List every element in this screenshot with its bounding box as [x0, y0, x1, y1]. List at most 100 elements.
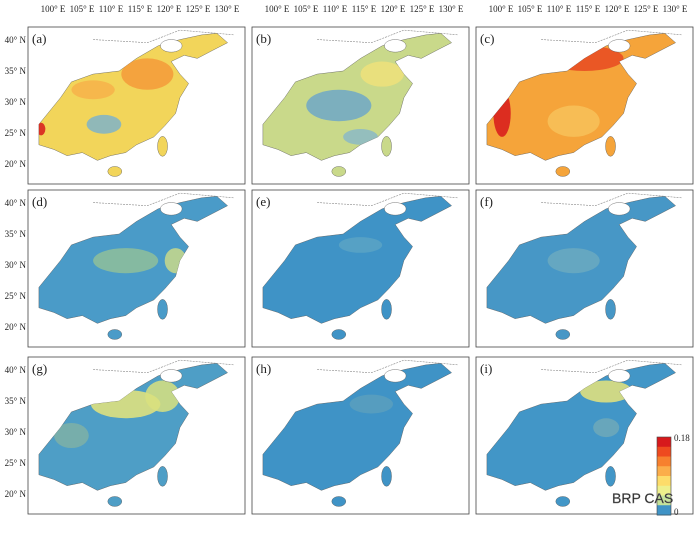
legend-swatch [657, 485, 671, 496]
panel-label: (i) [480, 361, 492, 376]
lon-label: 130° E [439, 4, 464, 14]
panel-label: (f) [480, 194, 493, 209]
island [157, 299, 168, 320]
patches [580, 380, 633, 438]
patches [93, 248, 187, 274]
patch [580, 380, 633, 403]
panel-label: (a) [32, 31, 46, 46]
lon-label: 100° E [41, 4, 66, 14]
sea [608, 202, 631, 216]
border [93, 29, 235, 44]
lat-label: 30° N [5, 260, 27, 270]
patch [38, 122, 46, 136]
legend-swatch [657, 505, 671, 516]
sea [384, 39, 407, 53]
legend-swatch [657, 456, 671, 467]
sea [608, 39, 631, 53]
lon-label: 100° E [265, 4, 290, 14]
island [605, 466, 616, 487]
island [381, 299, 392, 320]
patches [349, 394, 394, 414]
legend-swatch [657, 446, 671, 457]
lon-label: 115° E [352, 4, 377, 14]
lon-label: 110° E [547, 4, 572, 14]
sea [608, 369, 631, 383]
lat-label: 25° N [5, 291, 27, 301]
lat-label: 25° N [5, 458, 27, 468]
lat-label: 20° N [5, 322, 27, 332]
lon-label: 130° E [663, 4, 688, 14]
patch [593, 418, 620, 438]
legend-max: 0.18 [674, 433, 690, 443]
patches [547, 248, 600, 274]
island [605, 136, 616, 157]
lon-label: 105° E [518, 4, 543, 14]
patch [71, 80, 115, 100]
border [541, 359, 683, 374]
patch [54, 422, 89, 449]
island [605, 299, 616, 320]
panel-label: (e) [256, 194, 270, 209]
sea [384, 369, 407, 383]
legend-swatch [657, 466, 671, 477]
border [93, 192, 235, 207]
sea [160, 202, 183, 216]
island [331, 166, 346, 177]
patches [338, 237, 383, 253]
patch [145, 380, 180, 412]
patches [54, 380, 180, 449]
lon-label: 105° E [70, 4, 95, 14]
lon-label: 120° E [381, 4, 406, 14]
region [486, 33, 676, 161]
island [555, 166, 570, 177]
patch [349, 394, 394, 414]
patch [547, 105, 600, 137]
lat-label: 40° N [5, 198, 27, 208]
patch [121, 58, 174, 90]
legend-swatch [657, 476, 671, 487]
region [38, 33, 228, 161]
lat-label: 35° N [5, 229, 27, 239]
lon-label: 100° E [489, 4, 514, 14]
lon-label: 105° E [294, 4, 319, 14]
island [331, 329, 346, 340]
region [486, 363, 676, 491]
lon-label: 125° E [634, 4, 659, 14]
lat-label: 40° N [5, 365, 27, 375]
lon-label: 130° E [215, 4, 240, 14]
lon-label: 120° E [605, 4, 630, 14]
legend-swatch [657, 495, 671, 506]
panel-label: (b) [256, 31, 271, 46]
patch [306, 89, 372, 122]
patch [360, 61, 404, 87]
island [555, 329, 570, 340]
legend-swatch [657, 437, 671, 448]
lon-label: 120° E [157, 4, 182, 14]
lon-label: 125° E [186, 4, 211, 14]
island [331, 496, 346, 507]
lon-label: 125° E [410, 4, 435, 14]
patch [547, 248, 600, 274]
patches [38, 58, 174, 136]
patch [93, 248, 159, 274]
panel-label: (d) [32, 194, 47, 209]
patch [86, 114, 122, 134]
border [317, 29, 459, 44]
lat-label: 20° N [5, 489, 27, 499]
panel-label: (c) [480, 31, 494, 46]
patches [306, 61, 404, 145]
border [541, 192, 683, 207]
lat-label: 20° N [5, 159, 27, 169]
island [157, 466, 168, 487]
lon-label: 115° E [128, 4, 153, 14]
patch [338, 237, 383, 253]
lon-label: 110° E [323, 4, 348, 14]
lat-label: 30° N [5, 427, 27, 437]
panel-label: (g) [32, 361, 47, 376]
island [107, 329, 123, 340]
patch [343, 129, 378, 145]
border [317, 359, 459, 374]
sea [160, 39, 183, 53]
legend-frame [656, 436, 672, 516]
